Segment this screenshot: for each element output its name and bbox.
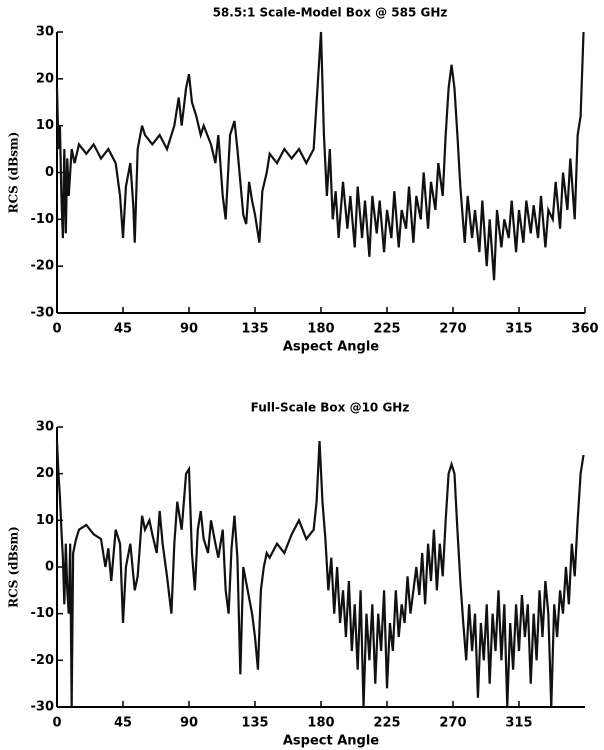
y-tick-label: -10 — [31, 212, 55, 227]
x-tick-label: 0 — [52, 716, 61, 731]
y-tick-label: 30 — [36, 420, 54, 435]
y-tick-label: 20 — [36, 71, 54, 86]
x-tick-label: 270 — [439, 322, 466, 337]
y-tick-label: -30 — [31, 306, 55, 321]
x-tick-label: 45 — [114, 322, 132, 337]
x-tick-label: 270 — [439, 716, 466, 731]
y-tick-label: -20 — [31, 653, 55, 668]
y-tick-label: 30 — [36, 25, 54, 40]
y-tick-label: -10 — [31, 606, 55, 621]
x-tick-label: 315 — [505, 322, 532, 337]
x-tick-label: 180 — [307, 322, 334, 337]
x-tick-label: 315 — [505, 716, 532, 731]
y-tick-label: 10 — [36, 118, 54, 133]
y-tick-label: 10 — [36, 513, 54, 528]
x-tick-label: 90 — [180, 716, 198, 731]
y-axis-label: RCS (dBsm) — [7, 132, 21, 214]
chart-title: 58.5:1 Scale-Model Box @ 585 GHz — [213, 6, 448, 20]
y-tick-label: 0 — [45, 165, 54, 180]
x-axis-label: Aspect Angle — [283, 734, 379, 749]
x-tick-label: 180 — [307, 716, 334, 731]
data-line — [55, 440, 585, 708]
y-axis-label: RCS (dBsm) — [7, 526, 21, 608]
x-tick-label: 135 — [241, 716, 268, 731]
x-tick-label: 360 — [571, 322, 598, 337]
x-tick-label: 45 — [114, 716, 132, 731]
y-tick-label: -20 — [31, 259, 55, 274]
x-tick-label: 135 — [241, 322, 268, 337]
y-tick-label: 20 — [36, 466, 54, 481]
data-line — [55, 31, 585, 281]
y-tick-label: 0 — [45, 560, 54, 575]
x-tick-label: 225 — [373, 322, 400, 337]
x-tick-label: 225 — [373, 716, 400, 731]
chart-title: Full-Scale Box @10 GHz — [251, 401, 410, 415]
y-tick-label: -30 — [31, 700, 55, 715]
x-tick-label: 90 — [180, 322, 198, 337]
x-axis-label: Aspect Angle — [283, 340, 379, 355]
x-tick-label: 0 — [52, 322, 61, 337]
